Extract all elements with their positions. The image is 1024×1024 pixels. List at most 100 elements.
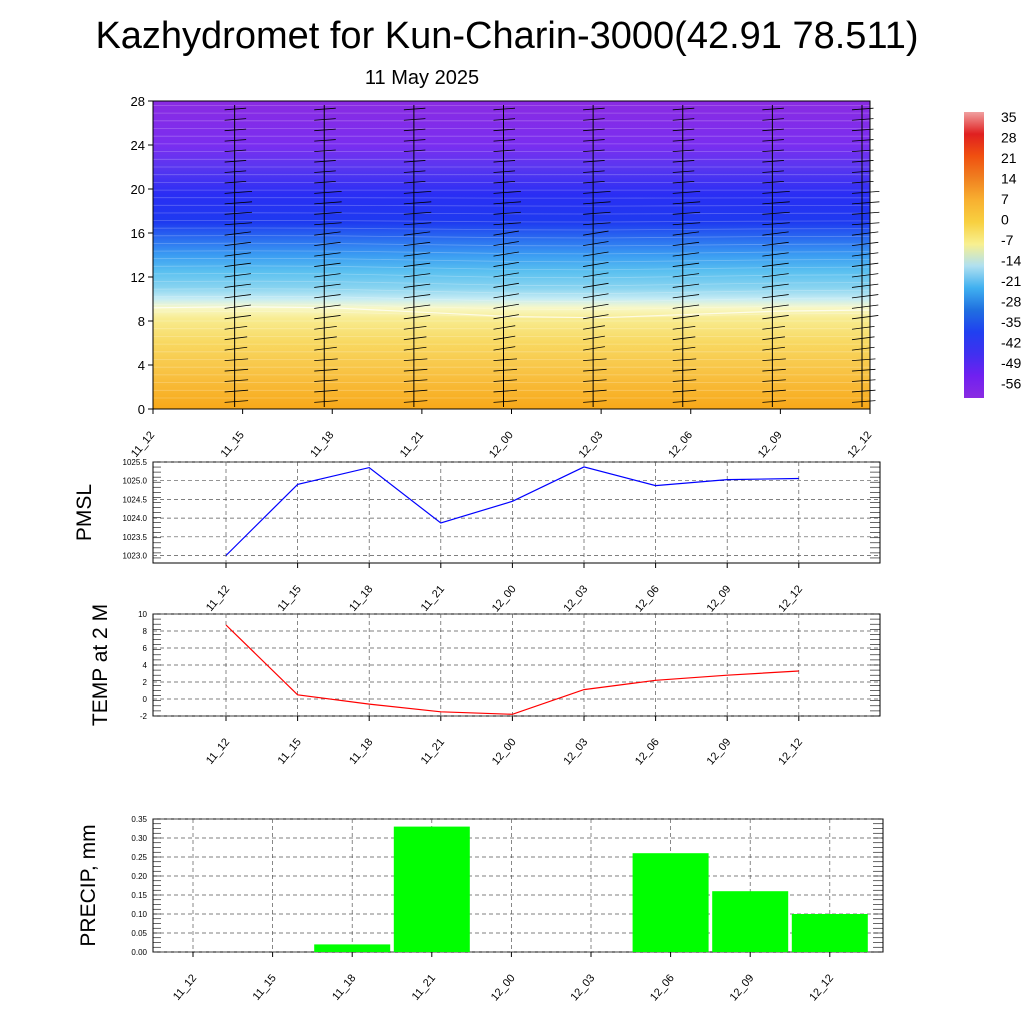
- wind-barb: [583, 368, 607, 372]
- wind-barb: [314, 241, 341, 247]
- wind-barb: [583, 303, 609, 309]
- colorbar-label: -7: [1001, 232, 1014, 248]
- y-tick-label: 8: [143, 627, 148, 636]
- wind-barb: [493, 118, 516, 121]
- wind-barb: [403, 241, 431, 247]
- x-tick-label: 12_03: [568, 972, 597, 1003]
- wind-barb: [762, 190, 790, 194]
- wind-barb: [672, 252, 700, 257]
- wind-barb: [403, 170, 426, 173]
- x-tick-label: 12_09: [705, 583, 734, 614]
- wind-barb: [672, 315, 700, 320]
- y-tick-label: 24: [131, 138, 145, 153]
- isotherm-line: [152, 273, 871, 279]
- wind-barb: [762, 304, 789, 309]
- wind-barb: [851, 304, 879, 309]
- y-tick-label: 1023.0: [123, 552, 148, 561]
- wind-barb: [403, 139, 426, 142]
- x-tick-label: 12_12: [776, 736, 805, 767]
- wind-barb: [851, 283, 879, 288]
- wind-barb: [224, 170, 247, 173]
- wind-barb: [403, 294, 431, 299]
- y-tick-label: 1025.0: [123, 477, 148, 486]
- colorbar-label: 14: [1001, 171, 1017, 187]
- wind-barb: [583, 282, 609, 288]
- x-tick-label: 11_18: [347, 736, 375, 767]
- wind-barb: [583, 139, 605, 142]
- wind-barb: [224, 304, 251, 309]
- x-tick-label: 12_03: [577, 429, 606, 460]
- y-axis-label: PMSL: [73, 484, 96, 541]
- wind-barb: [762, 160, 784, 163]
- wind-barb: [583, 170, 605, 173]
- wind-barb: [403, 118, 426, 121]
- wind-barb: [583, 272, 609, 278]
- wind-barb: [762, 180, 784, 184]
- x-tick-label: 11_12: [171, 972, 199, 1003]
- x-tick-label: 11_12: [204, 583, 232, 614]
- wind-barb: [851, 379, 876, 382]
- wind-barb: [403, 262, 431, 267]
- wind-barb: [224, 336, 248, 341]
- y-tick-label: 1023.5: [123, 533, 148, 542]
- wind-barb: [583, 180, 605, 184]
- wind-barb: [672, 231, 700, 236]
- wind-barb: [672, 400, 697, 403]
- pmsl-panel: 11_12 11_15 11_18 11_21 12_00 12_03 12_06 12_09…: [73, 458, 881, 614]
- wind-barb: [403, 107, 426, 111]
- colorbar-label: -35: [1001, 314, 1021, 330]
- wind-barb: [851, 368, 876, 372]
- wind-barb: [672, 294, 700, 299]
- wind-barb: [672, 170, 695, 173]
- y-tick-label: 10: [138, 610, 147, 619]
- wind-barb: [493, 325, 516, 330]
- wind-barb: [314, 379, 338, 382]
- colorbar-label: 7: [1001, 191, 1009, 207]
- wind-barb: [224, 325, 248, 330]
- wind-barb: [314, 262, 341, 267]
- wind-barb: [583, 107, 605, 111]
- colorbar-label: 0: [1001, 212, 1009, 228]
- x-tick-label: 12_12: [845, 429, 874, 460]
- wind-barb: [493, 346, 516, 351]
- wind-barb: [762, 358, 786, 361]
- x-tick-label: 11_21: [410, 972, 438, 1003]
- wind-barb: [851, 241, 879, 247]
- wind-barb: [403, 283, 431, 288]
- x-tick-label: 11_21: [419, 583, 447, 614]
- isotherm-line: [152, 303, 871, 311]
- wind-barb: [762, 400, 786, 403]
- wind-barb: [493, 230, 519, 236]
- wind-barb: [224, 358, 249, 361]
- wind-barb: [851, 315, 879, 320]
- y-tick-label: 0.30: [131, 834, 147, 843]
- series-line: [225, 466, 799, 556]
- wind-barb: [224, 128, 247, 132]
- wind-barb: [403, 389, 428, 393]
- wind-barb: [224, 400, 249, 403]
- wind-barb: [851, 222, 880, 226]
- wind-barb: [403, 128, 426, 132]
- wind-barb: [851, 273, 879, 278]
- y-tick-label: 0.25: [131, 853, 147, 862]
- wind-barb: [762, 262, 789, 267]
- wind-barb: [403, 368, 428, 372]
- wind-barb: [493, 358, 518, 361]
- wind-barb: [672, 304, 700, 309]
- isotherm-line: [152, 235, 871, 239]
- wind-barb: [672, 368, 697, 372]
- x-tick-label: 12_06: [633, 736, 662, 767]
- wind-barb: [314, 368, 338, 372]
- wind-barb: [493, 314, 519, 320]
- date-subtitle: 11 May 2025: [365, 67, 479, 89]
- isotherm-line: [152, 219, 871, 223]
- wind-barb: [583, 201, 611, 205]
- x-tick-label: 12_06: [648, 972, 677, 1003]
- wind-barb: [314, 211, 342, 215]
- wind-barb: [672, 273, 700, 278]
- wind-barb: [224, 379, 249, 382]
- colorbar-label: 21: [1001, 150, 1017, 166]
- x-tick-label: 12_09: [705, 736, 734, 767]
- wind-barb: [493, 107, 516, 111]
- y-tick-label: 0: [143, 695, 148, 704]
